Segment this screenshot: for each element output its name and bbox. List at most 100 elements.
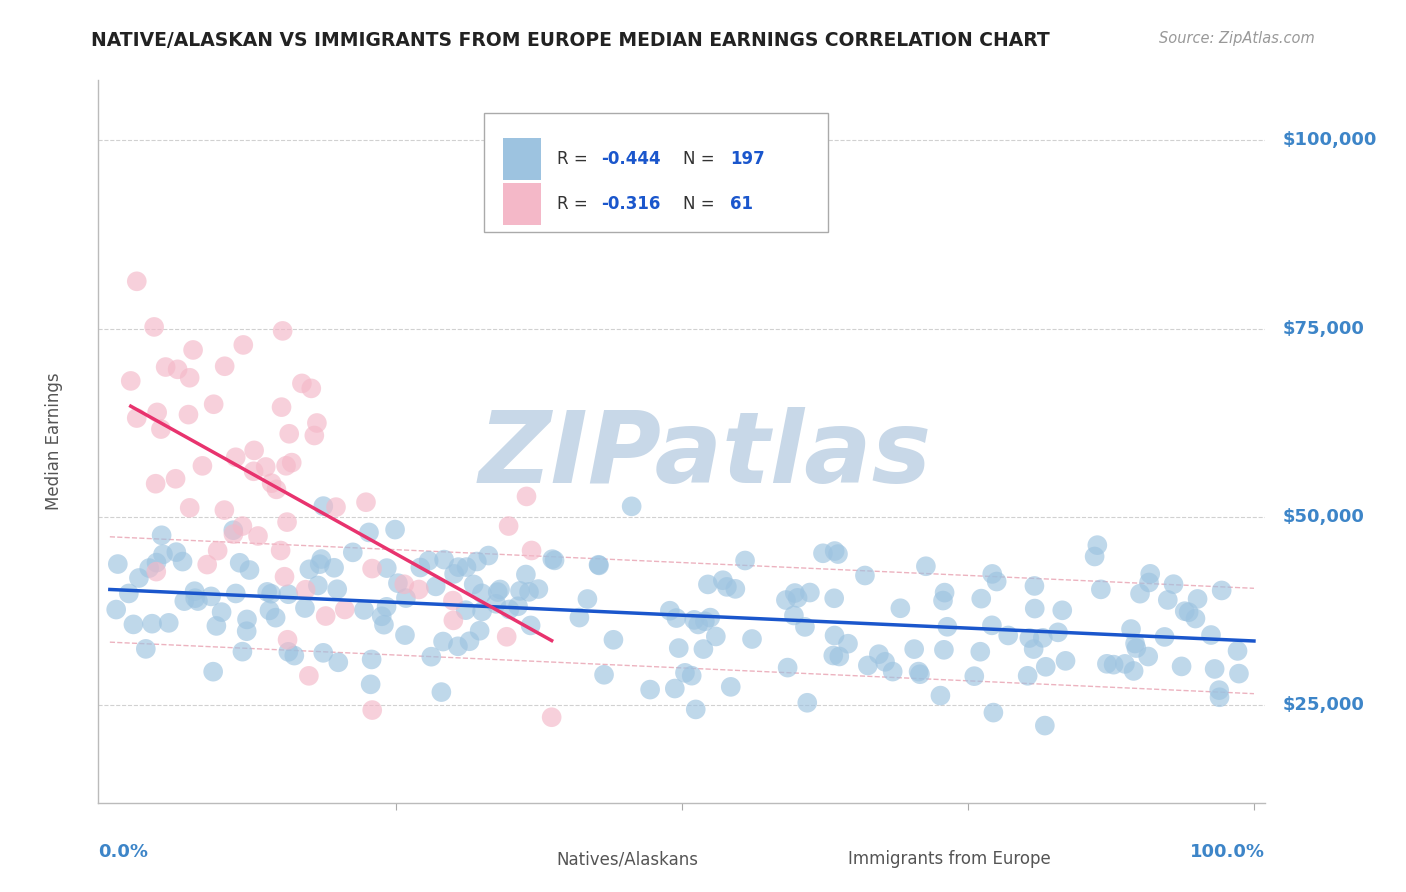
Point bbox=[294, 582, 316, 597]
Point bbox=[477, 549, 499, 563]
Point bbox=[1163, 577, 1185, 591]
Text: 0.0%: 0.0% bbox=[98, 843, 149, 861]
Point bbox=[266, 483, 288, 497]
Point bbox=[934, 585, 956, 599]
Point bbox=[799, 585, 821, 599]
Point bbox=[228, 556, 250, 570]
Text: -0.444: -0.444 bbox=[602, 150, 661, 168]
Point bbox=[576, 592, 599, 607]
Point bbox=[243, 443, 266, 458]
Point bbox=[360, 652, 382, 666]
Text: Immigrants from Europe: Immigrants from Europe bbox=[848, 850, 1050, 868]
Point bbox=[658, 604, 681, 618]
Point bbox=[1226, 644, 1249, 658]
Point bbox=[328, 655, 350, 669]
Point bbox=[853, 568, 876, 582]
Point bbox=[256, 585, 278, 599]
Point bbox=[775, 593, 797, 607]
Point bbox=[868, 647, 890, 661]
Point bbox=[231, 519, 253, 533]
Point bbox=[685, 702, 707, 716]
Point bbox=[333, 602, 356, 616]
Point bbox=[776, 660, 799, 674]
Point bbox=[983, 706, 1005, 720]
Point bbox=[1022, 642, 1045, 657]
Point bbox=[1137, 649, 1160, 664]
Point bbox=[145, 476, 167, 491]
Point bbox=[485, 597, 508, 611]
Point bbox=[254, 460, 277, 475]
Point bbox=[1153, 630, 1175, 644]
Point bbox=[357, 525, 380, 540]
Text: 100.0%: 100.0% bbox=[1191, 843, 1265, 861]
Point bbox=[354, 495, 377, 509]
Text: Median Earnings: Median Earnings bbox=[45, 373, 63, 510]
Point bbox=[277, 632, 299, 647]
Point bbox=[408, 582, 430, 597]
Point bbox=[986, 574, 1008, 589]
Point bbox=[515, 490, 537, 504]
Point bbox=[1032, 631, 1054, 645]
Text: $75,000: $75,000 bbox=[1282, 319, 1365, 338]
Point bbox=[1170, 659, 1192, 673]
Point bbox=[1122, 664, 1144, 678]
Point bbox=[172, 555, 194, 569]
Point bbox=[711, 573, 734, 587]
Point bbox=[1047, 625, 1070, 640]
Point bbox=[471, 604, 494, 618]
Point bbox=[932, 642, 955, 657]
Point bbox=[260, 587, 283, 601]
Point bbox=[179, 500, 201, 515]
Point bbox=[932, 593, 955, 607]
Point bbox=[375, 561, 398, 575]
Point bbox=[970, 591, 993, 606]
Point bbox=[270, 543, 292, 558]
Point bbox=[882, 665, 904, 679]
Text: N =: N = bbox=[683, 150, 720, 168]
Point bbox=[225, 586, 247, 600]
Point bbox=[441, 613, 464, 627]
Point bbox=[980, 618, 1002, 632]
Point bbox=[541, 552, 564, 566]
Point bbox=[568, 610, 591, 624]
Point bbox=[681, 668, 703, 682]
Point bbox=[1208, 690, 1230, 705]
Point bbox=[1184, 611, 1206, 625]
Point bbox=[394, 577, 416, 591]
Point bbox=[688, 617, 710, 632]
Point bbox=[463, 577, 485, 591]
Point bbox=[433, 552, 456, 566]
Point bbox=[181, 343, 204, 357]
Point bbox=[260, 476, 283, 491]
Point bbox=[312, 646, 335, 660]
Point bbox=[1084, 549, 1107, 564]
Point bbox=[786, 591, 808, 605]
Point bbox=[222, 523, 245, 537]
Point bbox=[683, 613, 706, 627]
Point bbox=[304, 428, 326, 442]
Point bbox=[173, 594, 195, 608]
Text: $50,000: $50,000 bbox=[1282, 508, 1365, 525]
Point bbox=[465, 554, 488, 568]
Point bbox=[498, 602, 520, 616]
Point bbox=[225, 450, 247, 465]
Point bbox=[593, 667, 616, 681]
Point bbox=[699, 610, 721, 624]
Point bbox=[1085, 538, 1108, 552]
Point bbox=[908, 667, 931, 681]
Point bbox=[207, 543, 229, 558]
Point bbox=[1035, 660, 1057, 674]
Point bbox=[668, 641, 690, 656]
Point bbox=[166, 362, 188, 376]
Point bbox=[1052, 603, 1074, 617]
Point bbox=[222, 527, 245, 541]
Point bbox=[277, 645, 299, 659]
Point bbox=[692, 642, 714, 657]
Point bbox=[796, 696, 818, 710]
Point bbox=[915, 559, 938, 574]
Text: Source: ZipAtlas.com: Source: ZipAtlas.com bbox=[1159, 31, 1315, 46]
Point bbox=[202, 397, 225, 411]
Point bbox=[191, 458, 214, 473]
Point bbox=[1174, 604, 1197, 618]
Point bbox=[235, 624, 257, 639]
